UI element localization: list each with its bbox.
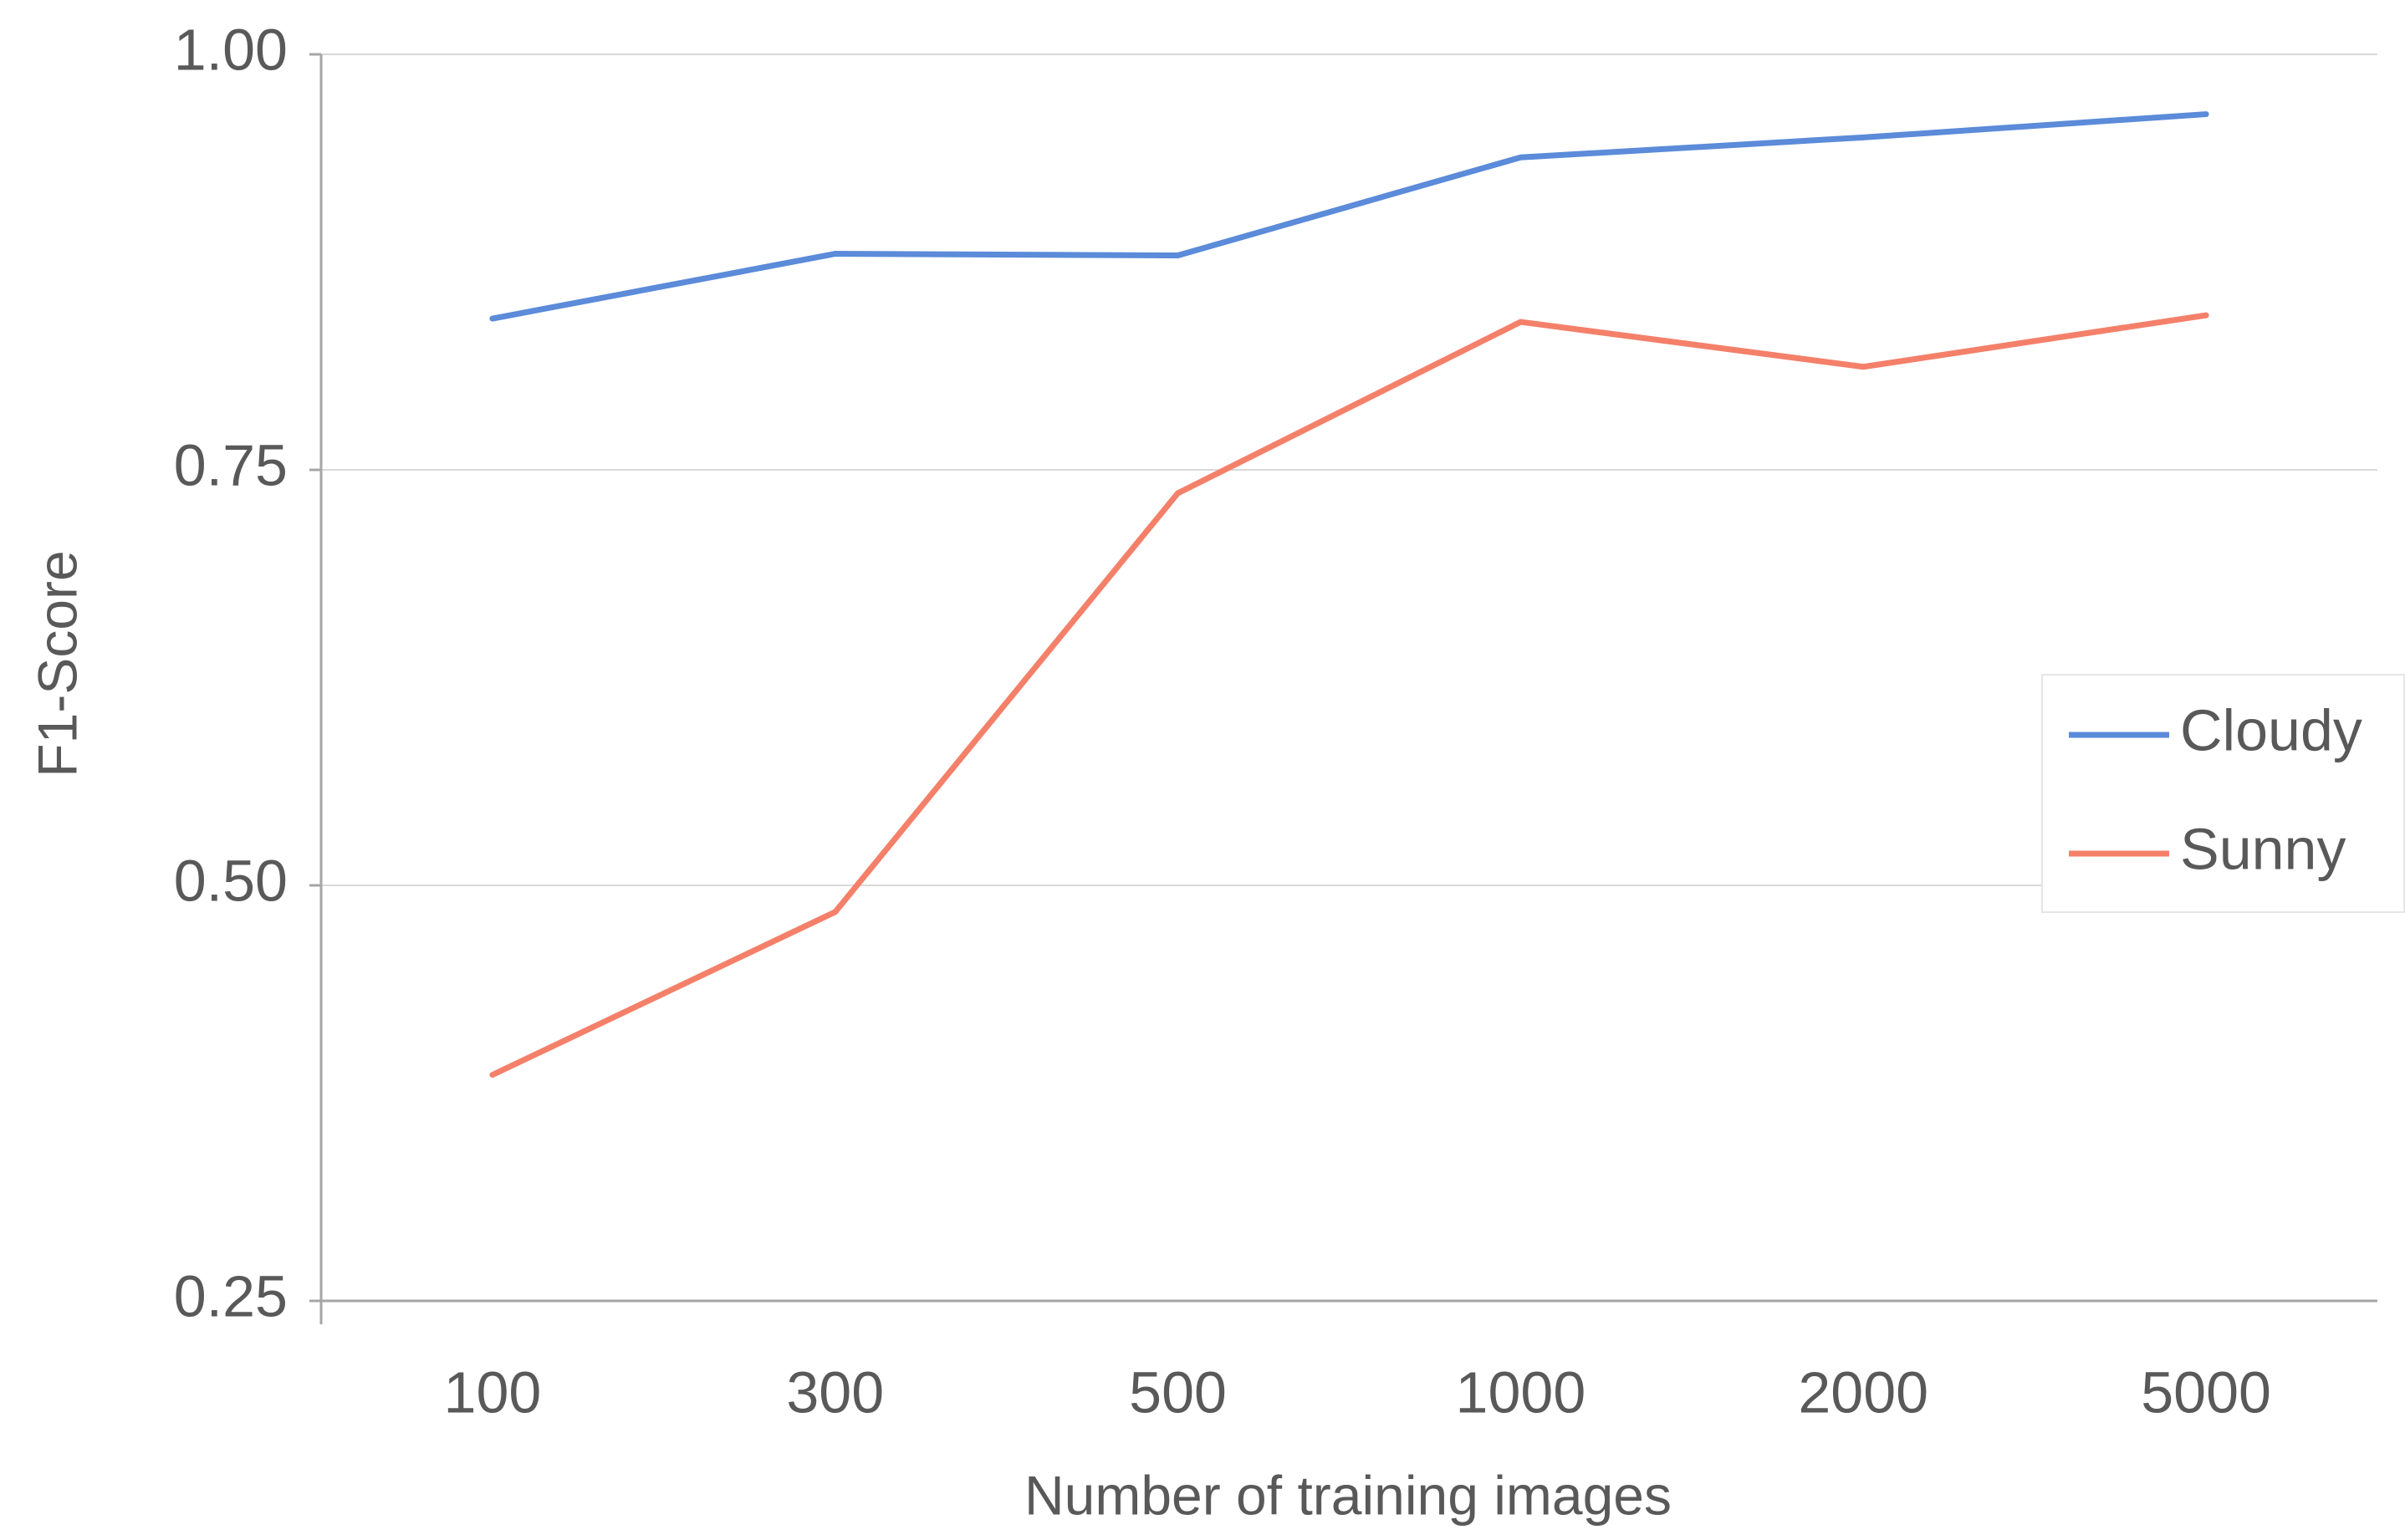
legend-box — [2041, 674, 2405, 913]
x-tick-label: 1000 — [1456, 1359, 1586, 1425]
x-tick-label: 500 — [1129, 1359, 1227, 1425]
series-line — [489, 312, 2209, 1079]
x-tick-label: 2000 — [1798, 1359, 1928, 1425]
y-tick-label: 0.50 — [174, 848, 288, 913]
y-tick-label: 0.25 — [174, 1263, 288, 1328]
x-tick-label: 100 — [444, 1359, 542, 1425]
x-tick-label: 300 — [786, 1359, 884, 1425]
legend: Cloudy Sunny — [2041, 674, 2405, 913]
y-tick-label: 0.75 — [174, 432, 288, 497]
y-tick-label: 1.00 — [174, 17, 288, 82]
y-axis-title: F1-Score — [26, 550, 88, 777]
legend-label: Sunny — [2180, 816, 2346, 881]
x-tick-label: 5000 — [2141, 1359, 2271, 1425]
x-axis-title: Number of training images — [1024, 1464, 1672, 1526]
legend-label: Cloudy — [2180, 697, 2362, 762]
series-line — [489, 111, 2209, 322]
